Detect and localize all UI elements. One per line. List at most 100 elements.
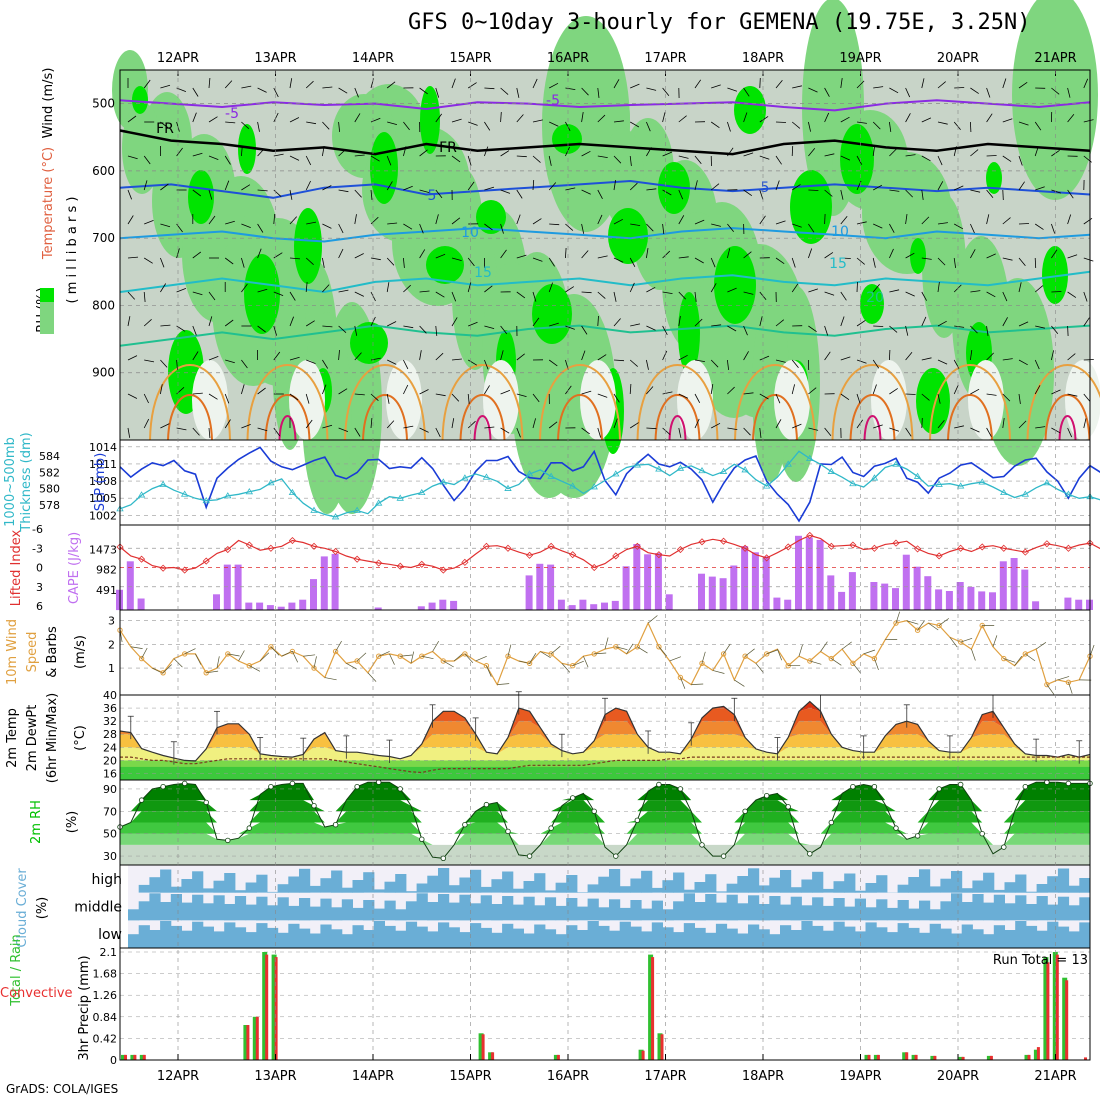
precip-convective-bar <box>557 1055 560 1060</box>
cape-bar <box>1032 601 1039 610</box>
rh-dry-region <box>968 360 1004 440</box>
wind-barb <box>971 649 975 660</box>
cloud-bar <box>438 922 449 948</box>
cloud-bar <box>737 876 748 893</box>
bottom-date-label: 14APR <box>352 1069 394 1084</box>
bottom-date-label: 15APR <box>449 1069 491 1084</box>
cloud-bar <box>1026 892 1037 893</box>
wind-barb <box>260 653 269 661</box>
cloud-bar <box>342 934 353 948</box>
cloud-bar <box>716 891 727 892</box>
cloud-bar <box>887 932 898 948</box>
wind-barb <box>993 635 997 646</box>
wind-barb <box>249 666 260 672</box>
cloud-bar <box>951 934 962 949</box>
contour-label: 5 <box>761 180 770 196</box>
rh-base <box>120 845 1090 865</box>
cloud-bar <box>385 882 396 893</box>
contour-label: -5 <box>546 93 560 109</box>
axis-label-2m-temp: 2m Temp <box>5 708 20 768</box>
cape-bar <box>1000 561 1007 610</box>
cloud-bar <box>919 933 930 948</box>
cape-tick-label: 982 <box>96 564 117 577</box>
cloud-bar <box>673 901 684 920</box>
li-tick-label: -3 <box>32 542 43 555</box>
cape-bar <box>892 588 899 610</box>
wind-barb <box>497 684 509 685</box>
cloud-bar <box>160 921 171 948</box>
axis-label-temp-unit: (°C) <box>73 725 88 751</box>
precip-convective-bar <box>124 1055 127 1060</box>
cape-bar <box>752 552 759 610</box>
rh-point <box>700 843 705 848</box>
cloud-bar <box>983 903 994 921</box>
cloud-bar <box>588 921 599 948</box>
wind-barb <box>1003 190 1004 200</box>
cloud-bar <box>224 904 235 920</box>
rh-point <box>1045 780 1050 785</box>
cloud-bar <box>620 922 631 948</box>
cape-bar <box>623 566 630 610</box>
cloud-bar <box>224 922 235 948</box>
cloud-bar <box>513 929 524 948</box>
cloud-bar <box>962 925 973 949</box>
precip-convective-bar <box>990 1056 993 1060</box>
cape-bar <box>1021 570 1028 610</box>
rh-high-region <box>294 208 322 284</box>
wind-barb <box>325 678 337 680</box>
cape-bar <box>838 592 845 610</box>
cloud-bar <box>385 901 396 921</box>
cape-bar <box>795 536 802 610</box>
cloud-bar <box>171 926 182 948</box>
cloud-bar <box>395 909 406 920</box>
cloud-bar <box>641 909 652 921</box>
footer-credit: GrADS: COLA/IGES <box>6 1082 118 1096</box>
rh-tick-label: 90 <box>103 783 117 796</box>
wind-barb <box>368 673 376 682</box>
wind-tick-label: 2 <box>108 638 115 651</box>
cloud-bar <box>128 934 139 948</box>
contour-label: 15 <box>829 256 847 272</box>
cloud-bar <box>1037 884 1048 893</box>
cloud-bar <box>502 872 513 893</box>
cloud-bar <box>588 899 599 921</box>
rh-point <box>376 780 381 785</box>
top-date-label: 18APR <box>742 51 784 66</box>
cloud-bar <box>630 927 641 948</box>
cape-bar <box>957 582 964 610</box>
cape-bar <box>817 540 824 610</box>
wind-barb <box>808 190 818 191</box>
cloud-level-label: high <box>91 872 122 888</box>
cloud-bar <box>491 933 502 948</box>
wind-barb <box>864 650 875 654</box>
cape-bar <box>1075 600 1082 610</box>
cloud-bar <box>876 927 887 948</box>
thickness-line <box>120 451 1100 517</box>
cloud-bar <box>385 926 396 948</box>
cloud-bar <box>513 905 524 921</box>
rh-point <box>635 818 640 823</box>
axis-label-thickness-range: 1000~500mb <box>3 437 18 527</box>
cloud-bar <box>320 925 331 949</box>
axis-label-barbs: & Barbs <box>45 626 60 678</box>
cloud-bar <box>299 898 310 920</box>
cloud-bar <box>972 894 983 920</box>
cloud-bar <box>1047 876 1058 892</box>
wind-barb <box>637 647 647 653</box>
rh-high-region <box>532 284 572 344</box>
cloud-bar <box>374 909 385 921</box>
cloud-bar <box>502 896 513 920</box>
rh-point <box>355 784 360 789</box>
rh-point <box>182 781 187 786</box>
rh-point <box>808 852 813 857</box>
rh-point <box>1002 845 1007 850</box>
wind-barb <box>745 649 754 656</box>
cloud-bar <box>545 897 556 920</box>
precip-convective-bar <box>1046 962 1049 1060</box>
cape-bar <box>849 572 856 610</box>
wind-barb <box>1051 292 1061 293</box>
cape-bar <box>429 603 436 610</box>
wind-barb <box>433 641 439 651</box>
cloud-bar <box>866 922 877 948</box>
cloud-bar <box>588 884 599 892</box>
